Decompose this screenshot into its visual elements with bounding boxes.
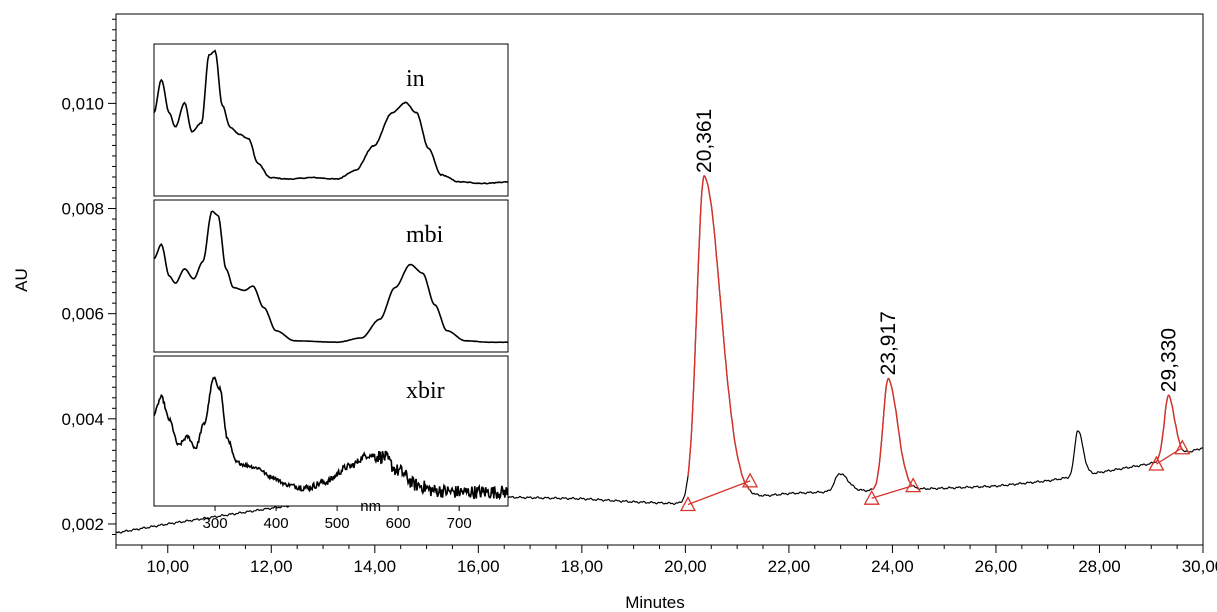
peak-label: 29,330 bbox=[1157, 328, 1180, 392]
inset-spectrum-mbi bbox=[153, 210, 508, 344]
inset-frame bbox=[153, 43, 509, 197]
peak-label: 23,917 bbox=[877, 311, 900, 375]
inset-spectrum-xbir bbox=[153, 376, 509, 501]
inset-x-tick-label: 600 bbox=[386, 515, 411, 532]
x-tick-label: 18,00 bbox=[561, 557, 604, 576]
integration-marker bbox=[679, 496, 697, 512]
x-tick-label: 30,00 bbox=[1182, 557, 1217, 576]
x-tick-label: 14,00 bbox=[354, 557, 397, 576]
inset-spectrum-in bbox=[153, 49, 509, 185]
inset-mbi: mbi bbox=[153, 199, 509, 353]
inset-xbir: xbir bbox=[153, 355, 509, 507]
integration-marker bbox=[863, 489, 880, 505]
integration-baseline bbox=[687, 480, 751, 506]
integration-marker bbox=[905, 477, 922, 493]
inset-x-tick-label: 500 bbox=[325, 515, 350, 532]
inset-x-tick-label: 700 bbox=[447, 515, 472, 532]
y-tick-label: 0,010 bbox=[61, 94, 104, 113]
peak-label: 20,361 bbox=[693, 109, 716, 173]
integration-markers bbox=[679, 175, 1191, 512]
x-axis-title: Minutes bbox=[625, 593, 685, 612]
x-tick-label: 24,00 bbox=[871, 557, 914, 576]
inset-x-axis-label: nm bbox=[360, 498, 381, 515]
integrated-peak-trace bbox=[687, 175, 751, 491]
inset-frame bbox=[153, 199, 509, 353]
inset-in: in bbox=[153, 43, 509, 197]
x-tick-label: 28,00 bbox=[1078, 557, 1121, 576]
y-axis-title: AU bbox=[12, 268, 31, 292]
integration-marker bbox=[1174, 439, 1191, 455]
x-tick-label: 26,00 bbox=[975, 557, 1018, 576]
integrated-peak-trace bbox=[871, 377, 914, 490]
x-tick-label: 22,00 bbox=[768, 557, 811, 576]
inset-label-mbi: mbi bbox=[406, 222, 444, 248]
y-tick-label: 0,004 bbox=[61, 410, 104, 429]
y-tick-label: 0,008 bbox=[61, 200, 104, 219]
x-tick-label: 16,00 bbox=[457, 557, 500, 576]
y-axis-ticks: 0,002 0,004 0,006 0,008 0,010 bbox=[61, 18, 116, 535]
x-axis-ticks: 10,00 12,00 14,00 16,00 18,00 20,00 22,00 24,00… bbox=[115, 545, 1217, 576]
x-tick-label: 10,00 bbox=[146, 557, 189, 576]
uv-vis-insets: in mbi xbir 300 400 500 600 700 nm bbox=[153, 43, 509, 532]
inset-frame bbox=[153, 355, 509, 507]
inset-label-xbir: xbir bbox=[406, 378, 445, 404]
inset-x-tick-label: 400 bbox=[264, 515, 289, 532]
integration-baseline bbox=[871, 484, 914, 499]
peak-labels: 20,361 23,917 29,330 bbox=[693, 109, 1180, 392]
x-tick-label: 20,00 bbox=[664, 557, 707, 576]
y-tick-label: 0,002 bbox=[61, 515, 104, 534]
integrated-peak-trace bbox=[1155, 394, 1183, 463]
integration-marker bbox=[741, 472, 759, 488]
x-tick-label: 12,00 bbox=[250, 557, 293, 576]
inset-x-tick-label: 300 bbox=[203, 515, 228, 532]
integration-marker bbox=[1148, 455, 1165, 471]
y-tick-label: 0,006 bbox=[61, 305, 104, 324]
inset-label-in: in bbox=[406, 66, 425, 92]
integration-baseline bbox=[1156, 447, 1183, 465]
